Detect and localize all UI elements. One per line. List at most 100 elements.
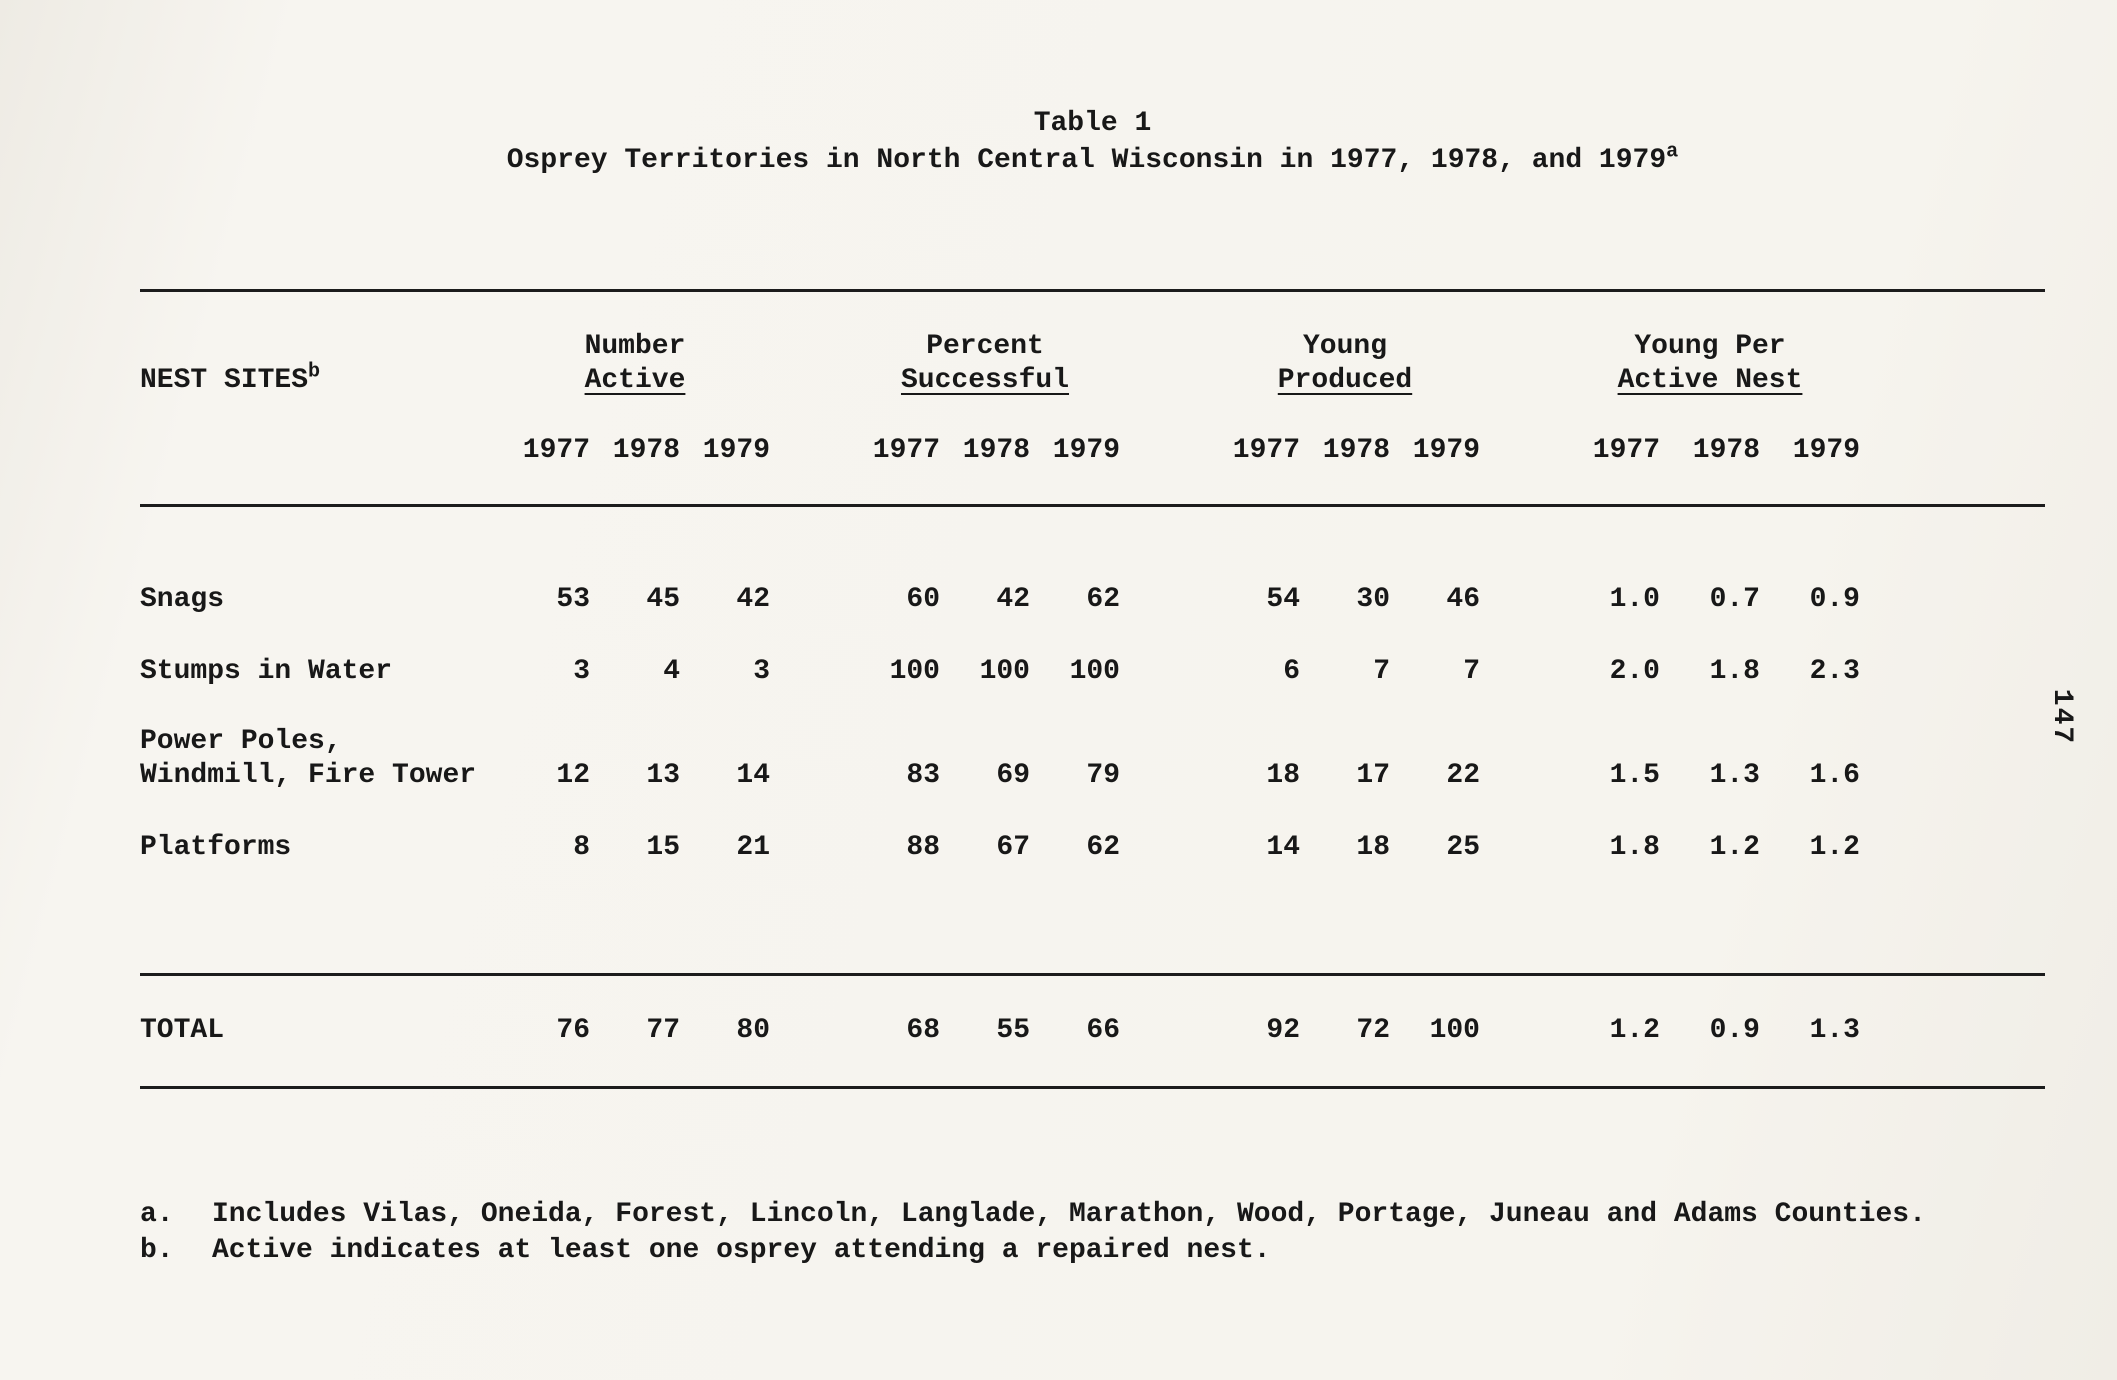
- footnotes-block: a. Includes Vilas, Oneida, Forest, Linco…: [140, 1197, 2045, 1269]
- cell: 1.3: [1809, 1015, 1860, 1046]
- cell: 68: [906, 1015, 940, 1046]
- row-values-group: 18 17 22: [1210, 759, 1480, 793]
- row-label: Stumps in Water: [140, 656, 393, 687]
- cell: 22: [1446, 760, 1480, 791]
- row-values-group: 6 7 7: [1210, 655, 1480, 689]
- row-values-group: 3 4 3: [500, 655, 770, 689]
- horizontal-rule-above-total: [140, 973, 2045, 976]
- row-label: TOTAL: [140, 1015, 225, 1046]
- cell: 66: [1086, 1015, 1120, 1046]
- year-header: 1978: [1692, 435, 1760, 466]
- cell: 60: [906, 584, 940, 615]
- table-number-title: Table 1: [1033, 108, 1152, 139]
- cell: 3: [573, 656, 590, 687]
- year-header: 1978: [1322, 435, 1390, 466]
- group-header-young-per-active-nest: Young Per Active Nest: [1560, 330, 1860, 398]
- cell: 1.3: [1709, 760, 1760, 791]
- column-group-header-row: NEST SITESb Number Active Percent Succes…: [140, 330, 2045, 398]
- footnote-marker-b-ref: b: [308, 360, 321, 384]
- cell: 1.6: [1809, 760, 1860, 791]
- group-header-line1: Percent: [926, 331, 1044, 362]
- cell: 2.3: [1809, 656, 1860, 687]
- group-header-young-produced: Young Produced: [1210, 330, 1480, 398]
- group-header-line2: Produced: [1277, 365, 1413, 396]
- row-values-group: 1.8 1.2 1.2: [1560, 831, 1860, 865]
- cell: 46: [1446, 584, 1480, 615]
- footnote-a: a. Includes Vilas, Oneida, Forest, Linco…: [140, 1197, 2045, 1233]
- year-header: 1979: [1052, 435, 1120, 466]
- cell: 14: [736, 760, 770, 791]
- table-subtitle: Osprey Territories in North Central Wisc…: [140, 142, 2045, 179]
- row-values-group: 1.2 0.9 1.3: [1560, 1014, 1860, 1048]
- group-header-line2: Active: [584, 365, 686, 396]
- cell: 4: [663, 656, 680, 687]
- horizontal-rule-below-total: [140, 1086, 2045, 1089]
- cell: 83: [906, 760, 940, 791]
- table-row-snags: Snags 53 45 42 60 42 62 54 30 46 1.0: [140, 583, 2045, 617]
- table-row-platforms: Platforms 8 15 21 88 67 62 14 18 25 1: [140, 831, 2045, 865]
- cell: 55: [996, 1015, 1030, 1046]
- row-values-group: 1.5 1.3 1.6: [1560, 759, 1860, 793]
- cell: 53: [556, 584, 590, 615]
- row-values-group: 83 69 79: [850, 759, 1120, 793]
- year-header: 1978: [962, 435, 1030, 466]
- cell: 15: [646, 832, 680, 863]
- year-header: 1979: [702, 435, 770, 466]
- row-values-group: 2.0 1.8 2.3: [1560, 655, 1860, 689]
- footnote-text: Active indicates at least one osprey att…: [212, 1235, 1271, 1266]
- table-subtitle-text: Osprey Territories in North Central Wisc…: [506, 145, 1667, 176]
- year-group: 1977 1978 1979: [850, 434, 1120, 468]
- cell: 1.5: [1609, 760, 1660, 791]
- cell: 1.8: [1709, 656, 1760, 687]
- cell: 12: [556, 760, 590, 791]
- table-row-stumps-in-water: Stumps in Water 3 4 3 100 100 100 6 7 7: [140, 655, 2045, 689]
- table-row-power-poles-windmill-fire-tower: Power Poles, Windmill, Fire Tower 12 13 …: [140, 725, 2045, 793]
- cell: 7: [1463, 656, 1480, 687]
- footnote-b: b. Active indicates at least one osprey …: [140, 1233, 2045, 1269]
- cell: 92: [1266, 1015, 1300, 1046]
- cell: 0.9: [1709, 1015, 1760, 1046]
- row-values-group: 68 55 66: [850, 1014, 1120, 1048]
- cell: 13: [646, 760, 680, 791]
- year-header: 1979: [1412, 435, 1480, 466]
- row-values-group: 100 100 100: [850, 655, 1120, 689]
- cell: 18: [1356, 832, 1390, 863]
- horizontal-rule-top: [140, 289, 2045, 292]
- row-values-group: 1.0 0.7 0.9: [1560, 583, 1860, 617]
- group-header-line1: Young Per: [1634, 331, 1786, 362]
- year-header: 1978: [612, 435, 680, 466]
- group-header-line1: Number: [584, 331, 686, 362]
- row-values-group: 12 13 14: [500, 759, 770, 793]
- row-values-group: 76 77 80: [500, 1014, 770, 1048]
- cell: 72: [1356, 1015, 1390, 1046]
- footnote-marker: a.: [140, 1199, 174, 1230]
- cell: 100: [1429, 1015, 1480, 1046]
- table-row-total: TOTAL 76 77 80 68 55 66 92 72 100 1.2 0.…: [140, 1014, 2045, 1048]
- year-header-row: 1977 1978 1979 1977 1978 1979 1977 1978 …: [140, 434, 2045, 468]
- year-group: 1977 1978 1979: [1560, 434, 1860, 468]
- footnote-marker-a-ref: a: [1666, 140, 1679, 164]
- row-values-group: 54 30 46: [1210, 583, 1480, 617]
- cell: 0.9: [1809, 584, 1860, 615]
- cell: 1.0: [1609, 584, 1660, 615]
- group-header-line2: Successful: [900, 365, 1070, 396]
- cell: 88: [906, 832, 940, 863]
- cell: 100: [1069, 656, 1120, 687]
- group-header-line1: Young: [1302, 331, 1387, 362]
- cell: 79: [1086, 760, 1120, 791]
- cell: 25: [1446, 832, 1480, 863]
- nest-sites-header: NEST SITESb: [140, 360, 500, 398]
- nest-sites-header-text: NEST SITES: [140, 365, 309, 396]
- cell: 8: [573, 832, 590, 863]
- cell: 62: [1086, 832, 1120, 863]
- cell: 14: [1266, 832, 1300, 863]
- cell: 30: [1356, 584, 1390, 615]
- table-title-block: Table 1 Osprey Territories in North Cent…: [140, 105, 2045, 179]
- row-values-group: 14 18 25: [1210, 831, 1480, 865]
- rotated-page-number: 147: [2045, 688, 2077, 746]
- cell: 69: [996, 760, 1030, 791]
- row-values-group: 60 42 62: [850, 583, 1120, 617]
- year-header: 1977: [1592, 435, 1660, 466]
- cell: 80: [736, 1015, 770, 1046]
